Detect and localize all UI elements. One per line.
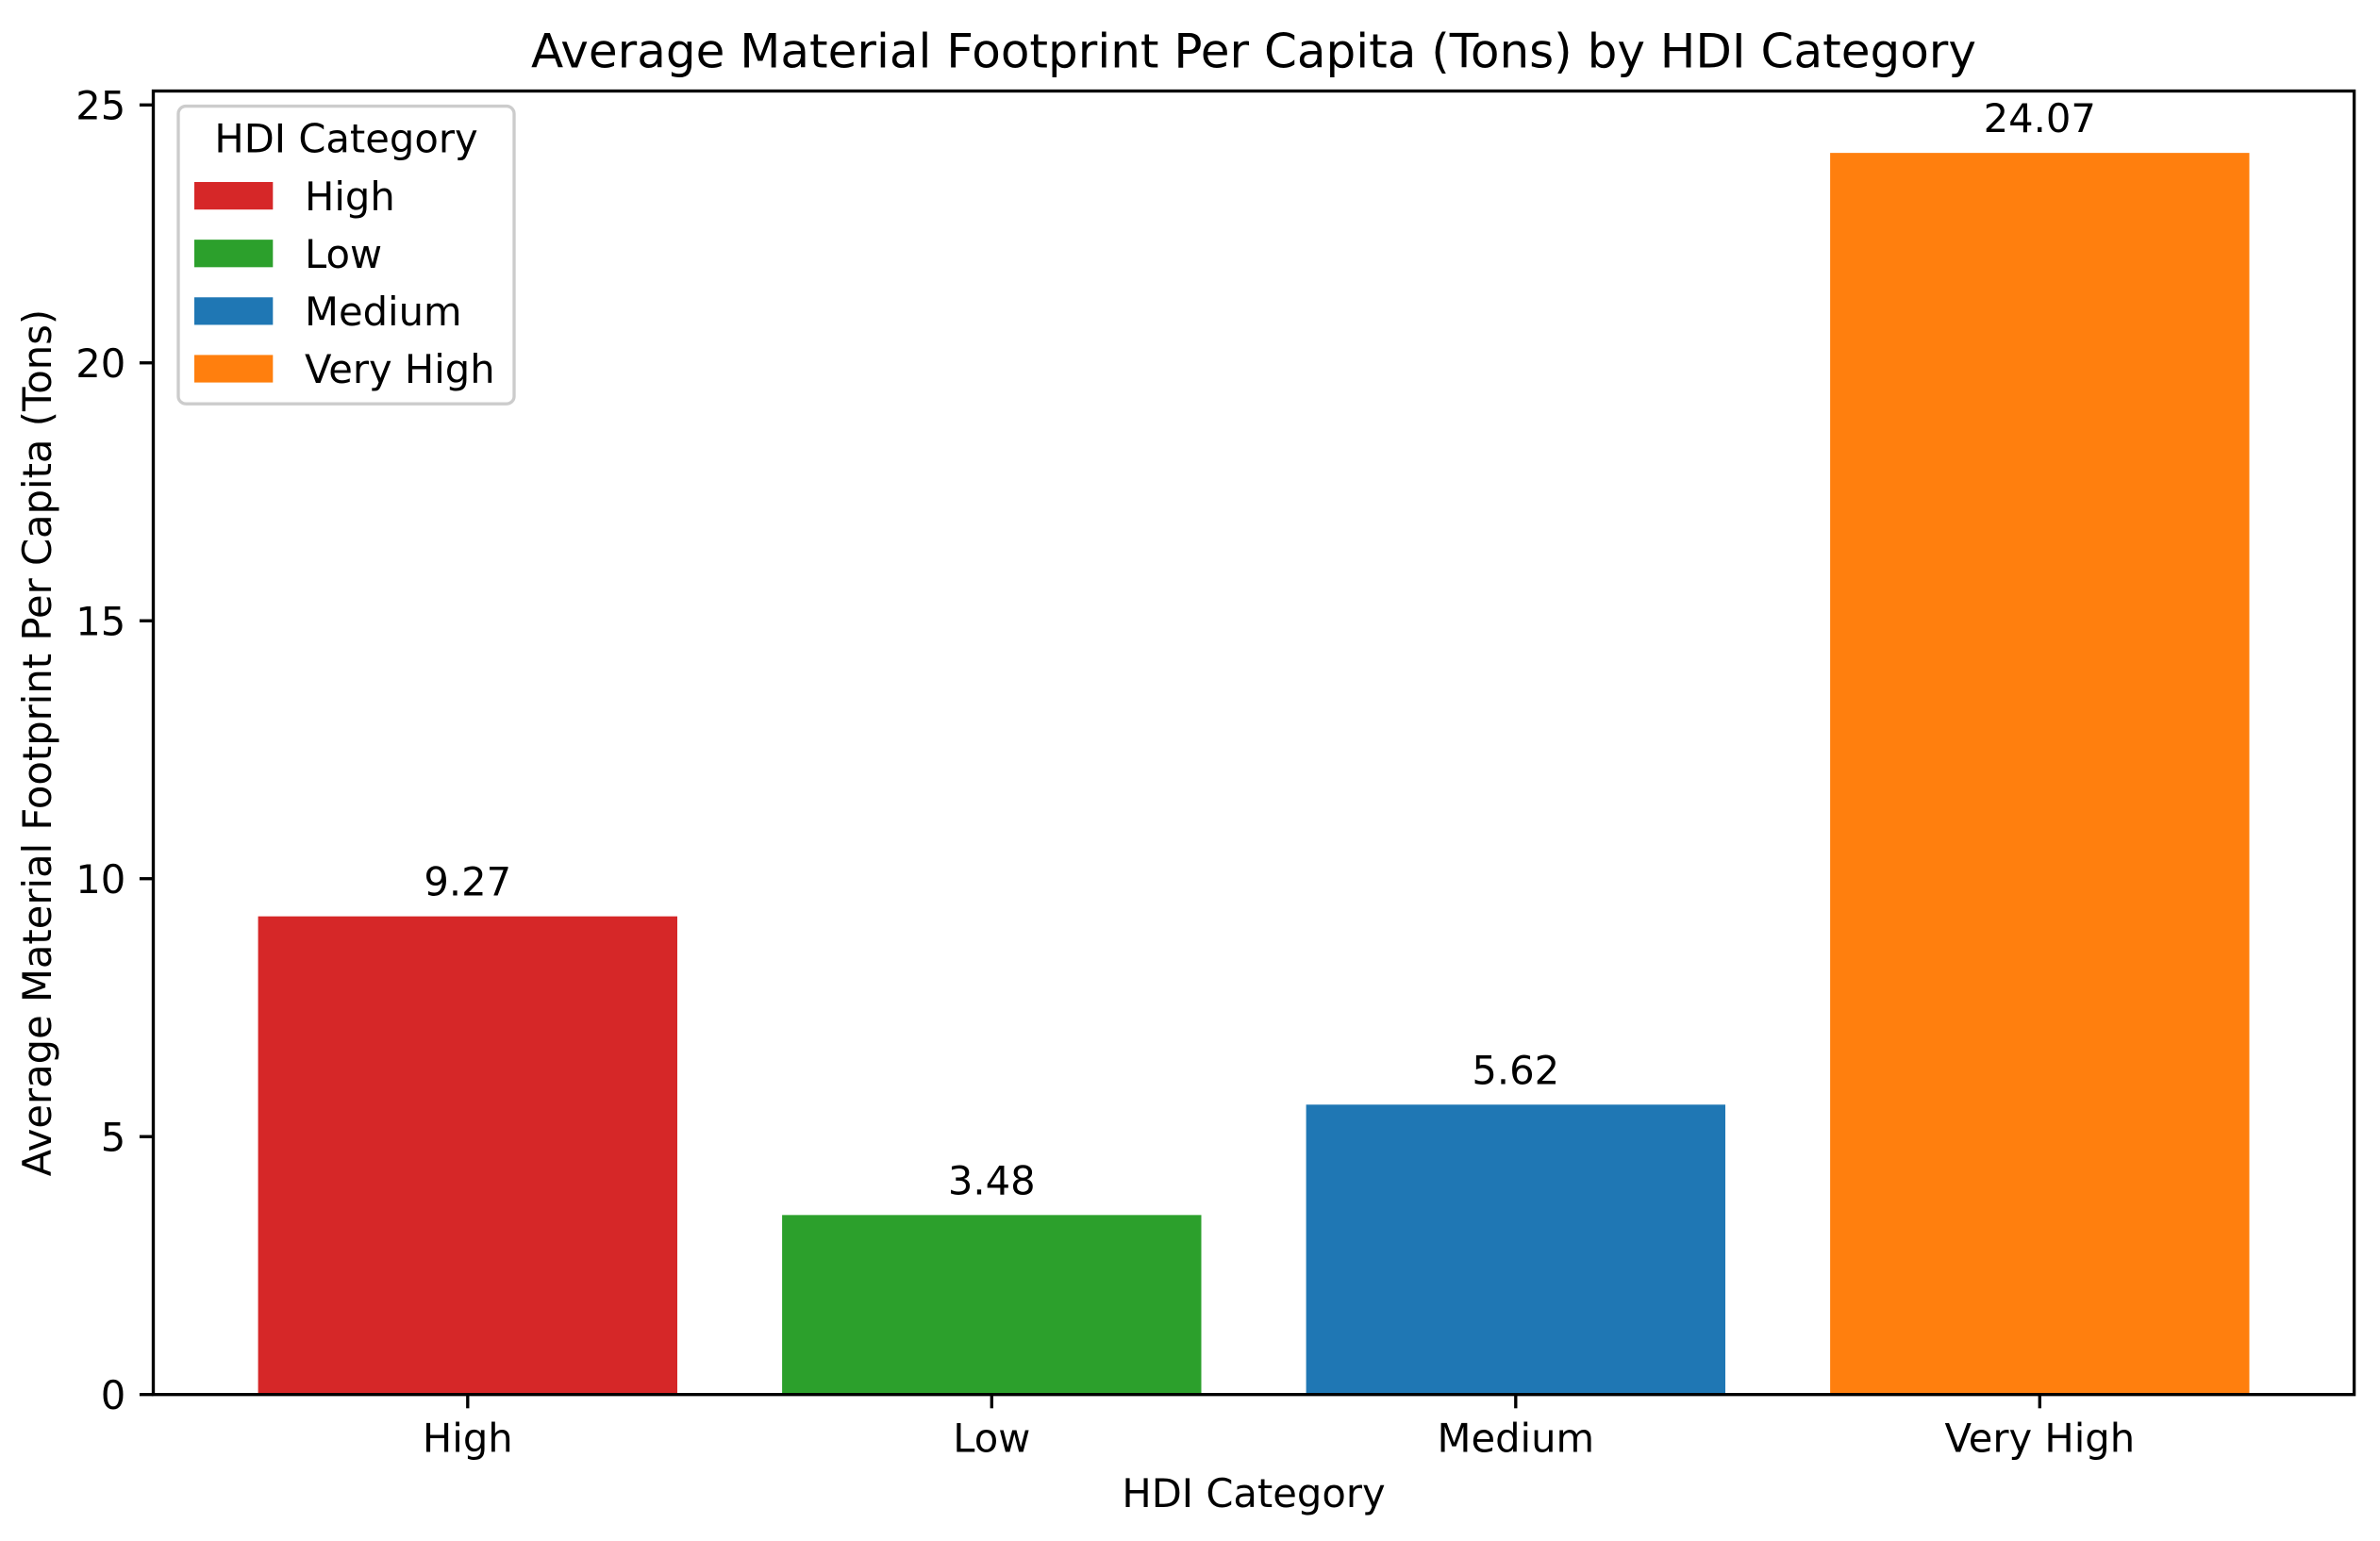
- legend-label-very-high: Very High: [305, 346, 495, 392]
- legend-entries: High Low Medium Very High: [194, 174, 495, 392]
- x-tick-label-medium: Medium: [1438, 1416, 1595, 1462]
- y-axis-label: Average Material Footprint Per Capita (T…: [14, 309, 60, 1176]
- legend-label-low: Low: [305, 231, 382, 277]
- y-tick-label: 15: [75, 598, 125, 644]
- bar-value-label-medium: 5.62: [1472, 1047, 1559, 1093]
- legend-frame: [176, 104, 516, 406]
- y-tick-label: 10: [75, 856, 125, 903]
- x-tick-label-low: Low: [953, 1416, 1030, 1462]
- legend-label-medium: Medium: [305, 289, 462, 335]
- y-tick-label: 0: [101, 1372, 126, 1418]
- y-axis-ticks: 0 5 10 15 20 25: [75, 82, 154, 1418]
- legend-entry-very-high: Very High: [194, 346, 495, 392]
- bar-value-labels: 9.27 3.48 5.62 24.07: [424, 95, 2096, 1203]
- x-tick-label-high: High: [423, 1416, 513, 1462]
- bar-low: [782, 1215, 1202, 1395]
- chart-title: Average Material Footprint Per Capita (T…: [531, 25, 1976, 79]
- x-axis-ticks: High Low Medium Very High: [423, 1394, 2135, 1462]
- x-axis-label: HDI Category: [1122, 1470, 1385, 1516]
- plot-area-frame: [151, 89, 2356, 1397]
- y-tick-label: 25: [75, 82, 125, 128]
- legend-entry-high: High: [194, 174, 395, 220]
- legend-title: HDI Category: [214, 116, 477, 162]
- bar-value-label-high: 9.27: [424, 859, 511, 905]
- legend-label-high: High: [305, 174, 395, 220]
- legend-swatch-high: [194, 182, 274, 210]
- legend: HDI Category High Low Medium Very High: [176, 104, 516, 406]
- y-tick-label: 20: [75, 340, 125, 387]
- y-tick-label: 5: [101, 1114, 126, 1160]
- bar-very-high: [1830, 153, 2250, 1395]
- legend-entry-low: Low: [194, 231, 382, 277]
- bar-high: [258, 916, 677, 1395]
- legend-swatch-very-high: [194, 355, 274, 383]
- bar-value-label-very-high: 24.07: [1984, 95, 2096, 141]
- legend-swatch-medium: [194, 297, 274, 325]
- x-tick-label-very-high: Very High: [1944, 1416, 2135, 1462]
- bars-group: [258, 153, 2250, 1395]
- bar-value-label-low: 3.48: [948, 1157, 1036, 1203]
- bar-medium: [1306, 1104, 1725, 1395]
- legend-entry-medium: Medium: [194, 289, 462, 335]
- legend-swatch-low: [194, 240, 274, 268]
